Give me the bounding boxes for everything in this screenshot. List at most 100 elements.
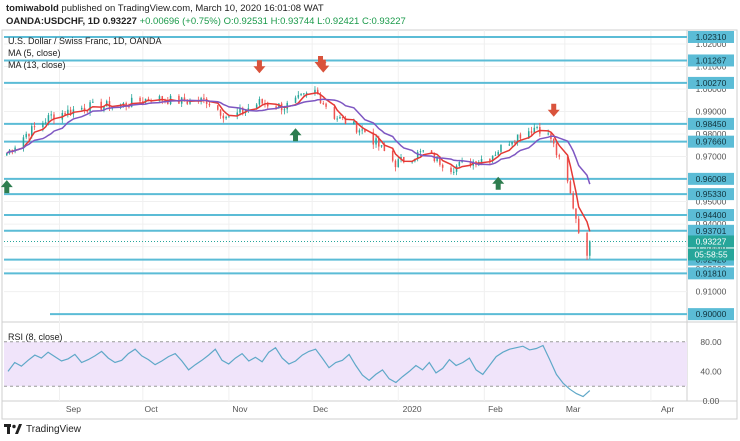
level-price-label: 1.00270 (696, 78, 727, 88)
price-tick-label: 0.98000 (696, 129, 727, 139)
rsi-tick-label: 80.00 (700, 337, 722, 347)
chart-title: U.S. Dollar / Swiss Franc, 1D, OANDA (8, 36, 162, 46)
candle (266, 104, 269, 107)
candle (130, 97, 133, 107)
candle (69, 109, 72, 115)
symbol-label: OANDA:USDCHF, 1D (6, 16, 100, 27)
level-price-label: 0.96008 (696, 174, 727, 184)
candle (491, 155, 494, 161)
candle (236, 112, 238, 117)
author[interactable]: tomiwabold (6, 3, 59, 14)
candle (552, 139, 555, 144)
candle (80, 107, 83, 110)
ma13-line (6, 98, 591, 185)
candle (391, 150, 394, 161)
candle (344, 117, 347, 125)
current-price-label: 0.93227 (696, 236, 727, 246)
candle (261, 99, 263, 104)
candle (50, 114, 52, 116)
price-tick-label: 0.95000 (696, 197, 727, 207)
rsi-band (4, 341, 687, 387)
ohlc-low: L:0.92421 (317, 16, 360, 27)
candle (589, 241, 591, 256)
current-price-box (688, 235, 734, 248)
rsi-title[interactable]: RSI (8, close) (8, 332, 63, 342)
candle (297, 95, 300, 98)
sell-arrow-icon (547, 103, 560, 117)
candle (258, 99, 261, 105)
candle (222, 115, 225, 119)
candle (394, 160, 397, 168)
ohlc-close: C:0.93227 (361, 16, 406, 27)
candle (419, 151, 422, 153)
rsi-tick-label: 40.00 (700, 366, 722, 376)
level-price-label: 1.02310 (696, 32, 727, 42)
candle (208, 103, 211, 106)
level-price-box (688, 267, 734, 280)
level-price-box (688, 224, 734, 237)
time-tick-label: 2020 (403, 404, 422, 414)
buy-arrow-icon (289, 128, 302, 142)
candle (469, 161, 472, 166)
candle (303, 93, 305, 95)
level-price-label: 0.93701 (696, 226, 727, 236)
candle (527, 131, 530, 139)
candle (439, 156, 441, 165)
level-price-box (688, 76, 734, 89)
candle (217, 105, 219, 110)
candle (67, 109, 69, 115)
candle (566, 156, 569, 182)
level-price-label: 0.94400 (696, 210, 727, 220)
candle (283, 109, 286, 111)
level-price-box (688, 54, 734, 67)
chart-frame (1, 29, 738, 420)
candle (508, 144, 511, 146)
price-tick-label: 1.00000 (696, 84, 727, 94)
candle (14, 147, 16, 152)
price-chart[interactable]: 1.02000 1.01000 1.00000 0.99000 0.98000 0.970… (0, 0, 740, 420)
candle (11, 149, 14, 152)
candle (355, 121, 358, 133)
candle (167, 101, 169, 105)
candle (322, 103, 325, 105)
level-price-box (688, 172, 734, 185)
candle (158, 96, 161, 102)
candle (558, 155, 561, 157)
footer-brand[interactable]: TradingView (26, 424, 82, 435)
candle (228, 116, 230, 118)
candle (139, 97, 141, 102)
ohlc-open: O:0.92531 (223, 16, 268, 27)
candle (314, 89, 316, 94)
legend-ma5[interactable]: MA (5, close) (8, 48, 61, 58)
candle (83, 107, 86, 111)
candle (450, 167, 452, 173)
candle (514, 141, 516, 143)
candle (122, 103, 125, 105)
candle (575, 208, 577, 219)
candle (239, 107, 241, 113)
candle (441, 164, 444, 168)
candle (125, 103, 127, 107)
candle (294, 97, 297, 103)
ma5-line (6, 92, 591, 232)
legend-ma13[interactable]: MA (13, close) (8, 60, 66, 70)
candle (247, 108, 250, 111)
price-tick-label: 0.97000 (696, 152, 727, 162)
candle (103, 106, 105, 110)
candle (489, 159, 491, 161)
time-tick-label: Oct (145, 404, 159, 414)
time-tick-label: Feb (488, 404, 503, 414)
candle (186, 101, 189, 104)
candle (333, 106, 336, 119)
tradingview-logo-icon (4, 424, 22, 434)
candle (403, 157, 405, 163)
time-tick-label: Nov (232, 404, 248, 414)
candle (372, 132, 375, 145)
level-price-box (688, 30, 734, 43)
candle (378, 138, 380, 147)
candle (516, 134, 519, 143)
level-price-box (688, 308, 734, 321)
candle (28, 133, 30, 137)
buy-arrow-icon (492, 176, 505, 190)
time-tick-label: Apr (661, 404, 674, 414)
